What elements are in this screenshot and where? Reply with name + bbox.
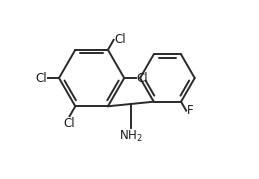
Text: NH$_2$: NH$_2$ [119,129,143,144]
Text: Cl: Cl [64,117,75,130]
Text: Cl: Cl [136,72,148,84]
Text: Cl: Cl [114,33,126,46]
Text: Cl: Cl [35,72,47,84]
Text: F: F [187,104,194,117]
